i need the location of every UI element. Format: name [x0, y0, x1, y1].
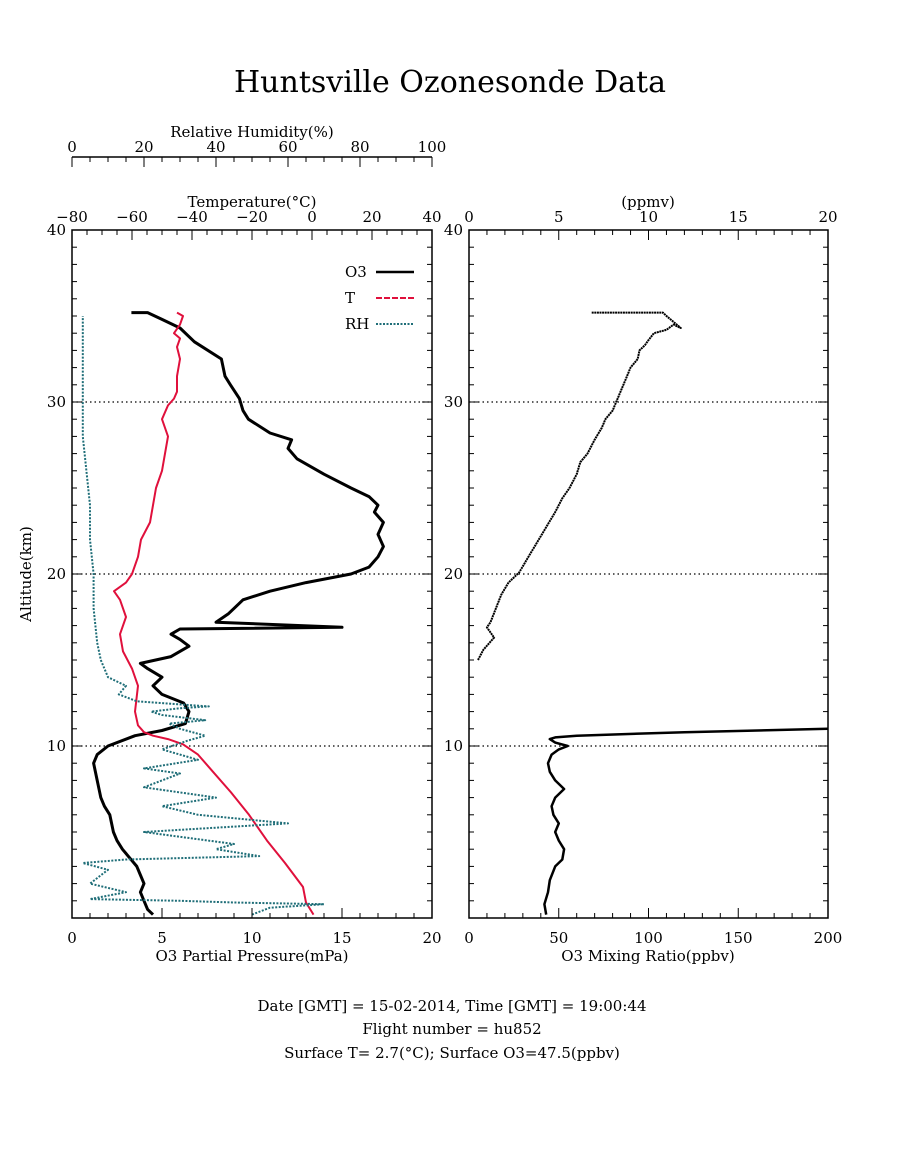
legend-label-o3: O3 — [345, 263, 367, 281]
rh-tick-label: 40 — [206, 138, 225, 156]
o3-pressure-axis-tick-label: 0 — [67, 929, 77, 947]
ppbv-tick-label: 200 — [814, 929, 843, 947]
footer-surface-values: Surface T= 2.7(°C); Surface O3=47.5(ppbv… — [284, 1044, 620, 1062]
altitude-tick-label: 10 — [47, 737, 66, 755]
right-reference-lines — [469, 401, 828, 747]
temperature-tick-label: 0 — [307, 208, 317, 226]
legend-label-t: T — [345, 289, 355, 307]
altitude-tick-label: 30 — [444, 393, 463, 411]
o3-pressure-axis-tick-label: 10 — [242, 929, 261, 947]
ppbv-tick-label: 150 — [724, 929, 753, 947]
altitude-tick-label: 40 — [444, 221, 463, 239]
chart-title: Huntsville Ozonesonde Data — [234, 65, 666, 100]
footer-date-time: Date [GMT] = 15-02-2014, Time [GMT] = 19… — [257, 997, 646, 1015]
ppmv-tick-label: 5 — [554, 208, 564, 226]
rh-tick-label: 60 — [278, 138, 297, 156]
ppmv-tick-label: 20 — [818, 208, 837, 226]
ppmv-axis-label: (ppmv) — [621, 193, 675, 211]
y-axis-label: Altitude(km) — [17, 526, 35, 623]
right-x-axis-label: O3 Mixing Ratio(ppbv) — [561, 947, 734, 965]
temperature-tick-label: 40 — [422, 208, 441, 226]
right-axis-ticks: 0 50 100 150 200 0 5 10 15 20 10 20 30 40 — [444, 208, 842, 947]
rh-tick-label: 80 — [350, 138, 369, 156]
o3-pressure-axis-tick-label: 15 — [332, 929, 351, 947]
rh-axis-label: Relative Humidity(%) — [170, 123, 333, 141]
left-reference-lines — [72, 401, 432, 747]
left-axis-ticks: 0 5 10 15 20 −80 −60 −40 −20 0 20 40 0 20 40 60 80 100 10 2… — [47, 138, 446, 947]
legend-label-rh: RH — [345, 315, 369, 333]
right-plot-frame — [468, 229, 829, 919]
temperature-tick-label: 20 — [362, 208, 381, 226]
rh-tick-label: 20 — [134, 138, 153, 156]
legend: O3 T RH — [345, 263, 414, 333]
ppbv-tick-label: 100 — [634, 929, 663, 947]
o3-mixing-ratio-line-upper — [477, 311, 682, 661]
left-x-axis-label: O3 Partial Pressure(mPa) — [155, 947, 348, 965]
left-panel: 0 5 10 15 20 −80 −60 −40 −20 0 20 40 0 20 40 60 80 100 10 2… — [17, 123, 446, 965]
temperature-tick-label: −40 — [176, 208, 208, 226]
altitude-tick-label: 10 — [444, 737, 463, 755]
temperature-line — [113, 311, 315, 916]
temperature-tick-label: −80 — [56, 208, 88, 226]
temperature-tick-label: −60 — [116, 208, 148, 226]
relative-humidity-line — [81, 316, 325, 916]
o3-pressure-axis-tick-label: 5 — [157, 929, 167, 947]
altitude-tick-label: 30 — [47, 393, 66, 411]
ppbv-tick-label: 0 — [464, 929, 474, 947]
o3-mixing-ratio-line-lower — [543, 727, 829, 915]
rh-tick-label: 100 — [418, 138, 447, 156]
o3-partial-pressure-line — [92, 311, 385, 916]
right-series — [477, 311, 829, 915]
temperature-tick-label: −20 — [236, 208, 268, 226]
altitude-tick-label: 20 — [47, 565, 66, 583]
o3-pressure-axis-tick-label: 20 — [422, 929, 441, 947]
ppbv-tick-label: 50 — [549, 929, 568, 947]
footer-flight-number: Flight number = hu852 — [362, 1020, 541, 1038]
altitude-tick-label: 40 — [47, 221, 66, 239]
right-panel: 0 50 100 150 200 0 5 10 15 20 10 20 30 40 (ppmv) O3 M… — [444, 193, 842, 965]
ppmv-tick-label: 0 — [464, 208, 474, 226]
left-series — [81, 311, 385, 916]
temperature-axis-label: Temperature(°C) — [188, 193, 317, 211]
altitude-tick-label: 20 — [444, 565, 463, 583]
ppmv-tick-label: 10 — [639, 208, 658, 226]
rh-tick-label: 0 — [67, 138, 77, 156]
ppmv-tick-label: 15 — [729, 208, 748, 226]
